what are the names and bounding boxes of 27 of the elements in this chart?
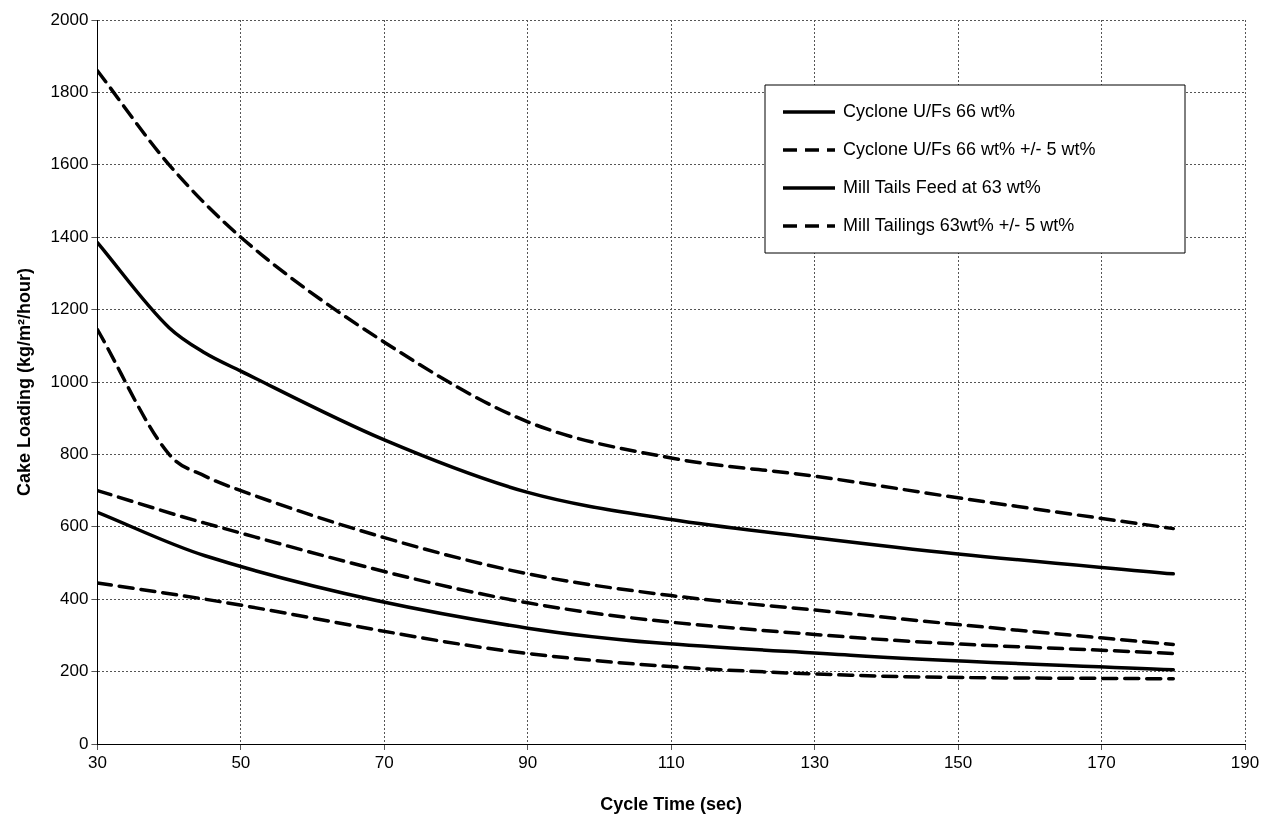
x-tick-label: 70: [374, 752, 394, 772]
y-tick-label: 800: [60, 444, 89, 464]
y-tick-label: 1200: [50, 299, 89, 319]
line-series: [97, 581, 1176, 681]
legend-label: Mill Tailings 63wt% +/- 5 wt%: [843, 214, 1075, 235]
x-tick-label: 50: [231, 752, 251, 772]
x-tick-label: 130: [800, 752, 829, 772]
x-tick-label: 30: [87, 752, 107, 772]
legend-label: Cyclone U/Fs 66 wt% +/- 5 wt%: [843, 138, 1096, 159]
legend-label: Mill Tails Feed at 63 wt%: [843, 176, 1041, 197]
y-tick-label: 600: [60, 516, 89, 536]
x-tick-label: 150: [943, 752, 973, 772]
x-tick-label: 110: [657, 752, 685, 772]
x-tick-label: 170: [1087, 752, 1116, 772]
y-tick-label: 1000: [50, 371, 89, 391]
x-axis-title: Cycle Time (sec): [600, 794, 743, 815]
y-axis-title: Cake Loading (kg/m²/hour): [13, 267, 34, 497]
x-tick-label: 190: [1230, 752, 1260, 772]
y-tick-label: 1800: [50, 82, 89, 102]
y-tick-label: 0: [78, 733, 89, 753]
x-tick-label: 90: [518, 752, 538, 772]
y-tick-label: 2000: [50, 9, 89, 29]
y-tick-label: 400: [60, 588, 89, 608]
y-tick-label: 200: [60, 661, 89, 681]
y-tick-label: 1400: [50, 226, 89, 246]
legend-label: Cyclone U/Fs 66 wt%: [843, 100, 1016, 121]
y-tick-label: 1600: [50, 154, 89, 174]
